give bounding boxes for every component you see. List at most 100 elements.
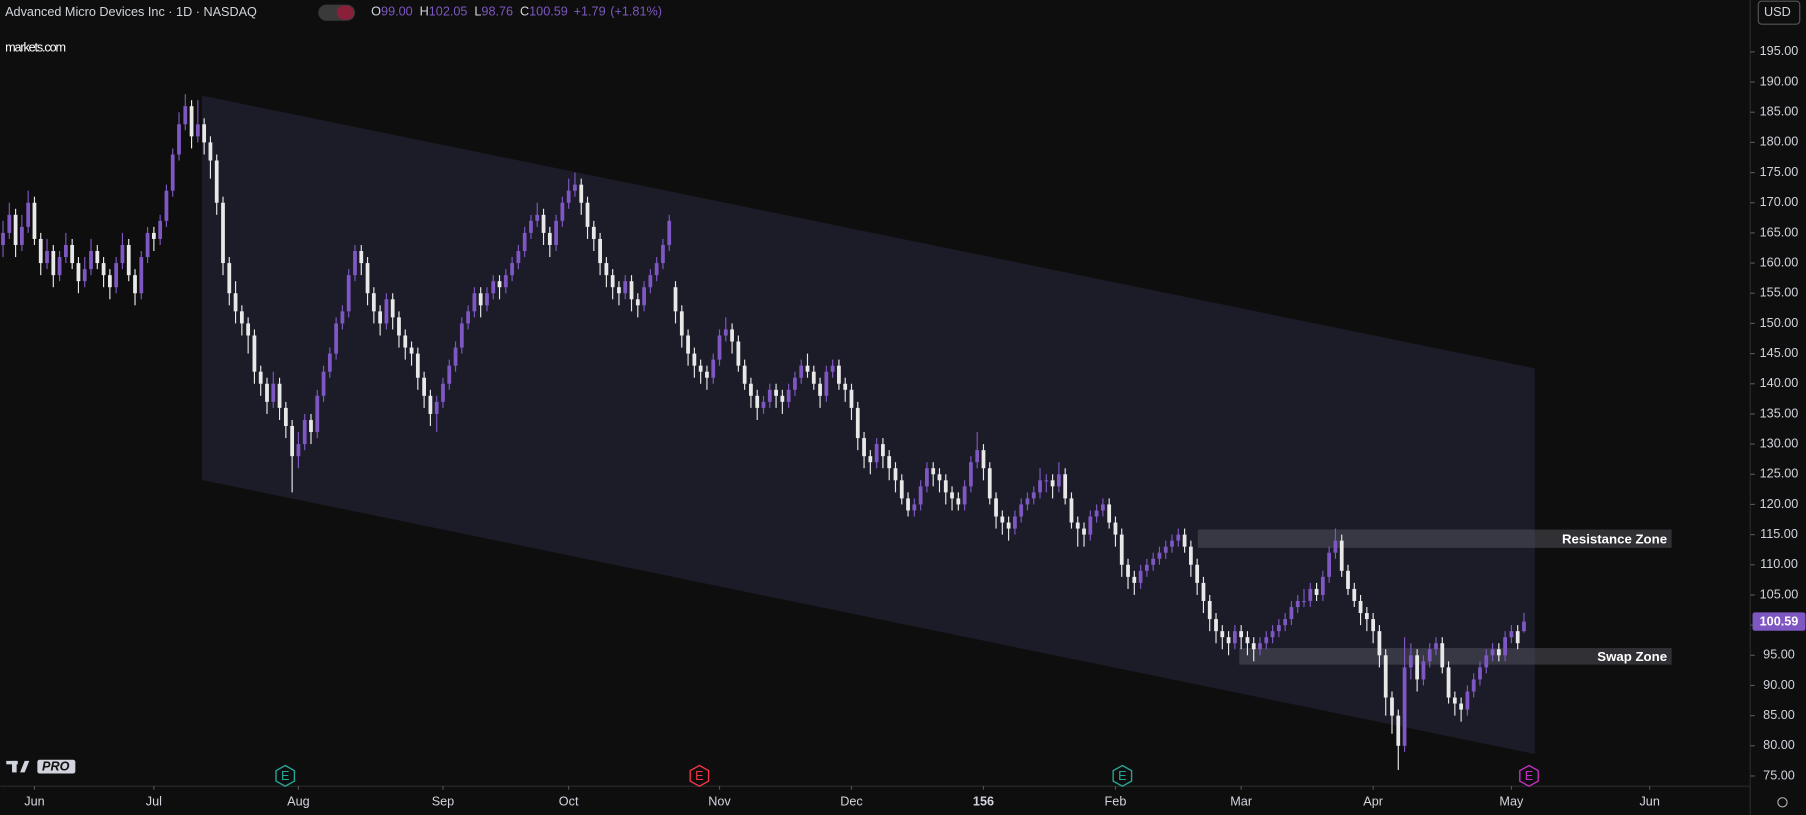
x-tick-label: Aug [287, 795, 310, 809]
candle-body [579, 184, 584, 203]
y-tick-label: 180.00 [1760, 135, 1799, 149]
candle-body [1239, 631, 1244, 638]
candle-body [705, 371, 709, 378]
currency-button[interactable] [1757, 0, 1801, 25]
candle-body [554, 220, 558, 245]
candle-body [353, 251, 357, 276]
candle-body [1390, 697, 1394, 716]
candle-body [679, 311, 684, 336]
candle-body [1082, 528, 1086, 535]
candle-body [1346, 570, 1350, 589]
event-label: E [1525, 769, 1533, 783]
candle-body [371, 293, 376, 312]
candle-body [1050, 480, 1055, 487]
x-tick-label: Sep [432, 795, 455, 809]
candle-body [1276, 625, 1281, 632]
candle-body [742, 365, 747, 384]
y-tick-label: 85.00 [1763, 708, 1795, 722]
candle-body [1245, 637, 1250, 644]
event-marker[interactable] [1519, 764, 1539, 788]
candle-body [1459, 703, 1464, 710]
candle-body [585, 202, 590, 227]
candle-body [1170, 540, 1174, 547]
y-tick-label: 120.00 [1760, 497, 1799, 511]
event-marker[interactable] [689, 764, 710, 788]
candle-body [1352, 588, 1357, 601]
candle-body [1503, 637, 1508, 656]
candle-body [1302, 600, 1306, 603]
candle-body [76, 263, 81, 282]
candle-body [1383, 655, 1388, 698]
candle-body [177, 124, 181, 155]
candle-body [1327, 552, 1332, 577]
event-label: E [281, 769, 289, 783]
y-tick-label: 145.00 [1760, 346, 1799, 360]
candle-body [1427, 649, 1432, 662]
candle-body [497, 281, 502, 288]
candle-body [1069, 498, 1074, 523]
candle-body [950, 492, 954, 499]
candle-body [1251, 643, 1256, 650]
candle-body [283, 407, 288, 426]
candle-body [290, 425, 295, 457]
candle-body [711, 359, 716, 378]
plot-area: Resistance Zone Swap Zone [1, 94, 1672, 770]
candle-body [598, 238, 602, 264]
candle-body [749, 383, 753, 396]
candle-body [7, 214, 12, 233]
zone [1239, 648, 1672, 665]
candle-body [1188, 546, 1193, 565]
candle-body [158, 220, 163, 239]
x-tick-label: Feb [1105, 795, 1127, 809]
candle-body [139, 257, 144, 294]
candle-body [560, 202, 565, 221]
candle-body [648, 275, 653, 288]
candle-body [918, 486, 923, 505]
event-marker[interactable] [1112, 764, 1133, 788]
change-pct: (+1.81%) [610, 5, 662, 19]
y-tick-label: 150.00 [1760, 316, 1799, 330]
candle-body [1509, 631, 1514, 638]
candle-body [26, 202, 31, 227]
candle-body [761, 401, 766, 408]
candle-body [434, 401, 439, 414]
ohlc-label: O [371, 5, 381, 19]
y-tick-label: 75.00 [1763, 768, 1795, 782]
candle-body [1308, 588, 1313, 601]
y-tick-label: 190.00 [1760, 74, 1799, 88]
candle-body [1107, 504, 1112, 523]
candle-body [956, 498, 961, 505]
candle-body [133, 275, 137, 294]
y-tick-label: 125.00 [1760, 467, 1799, 481]
candle-body [1057, 474, 1061, 487]
y-tick-label: 135.00 [1760, 406, 1799, 420]
candle-body [101, 263, 106, 276]
candle-body [265, 383, 269, 402]
candle-body [1490, 649, 1495, 656]
candle-body [855, 407, 860, 439]
candle-body [397, 317, 401, 336]
candle-body [1, 232, 5, 245]
candle-body [359, 251, 364, 264]
candle-body [623, 281, 628, 294]
y-tick-label: 115.00 [1760, 527, 1798, 541]
event-marker[interactable] [275, 764, 296, 788]
pro-badge [37, 759, 76, 774]
candle-body [1101, 504, 1105, 511]
candle-body [1038, 480, 1042, 493]
candle-body [1063, 474, 1068, 499]
candle-body [334, 323, 339, 354]
x-tick-label: May [1499, 795, 1524, 809]
candle-body [491, 281, 496, 294]
candle-body [1176, 534, 1181, 541]
candle-body [1157, 552, 1162, 559]
candle-body [45, 251, 49, 264]
candle-body [239, 311, 244, 324]
candle-body [1471, 679, 1476, 692]
y-tick-label: 95.00 [1763, 648, 1795, 662]
ohlc-value: 99.00 [381, 5, 413, 19]
candle-body [686, 335, 690, 354]
candle-body [233, 293, 238, 312]
toggle-knob [336, 5, 354, 20]
settings-icon[interactable] [1777, 797, 1788, 808]
